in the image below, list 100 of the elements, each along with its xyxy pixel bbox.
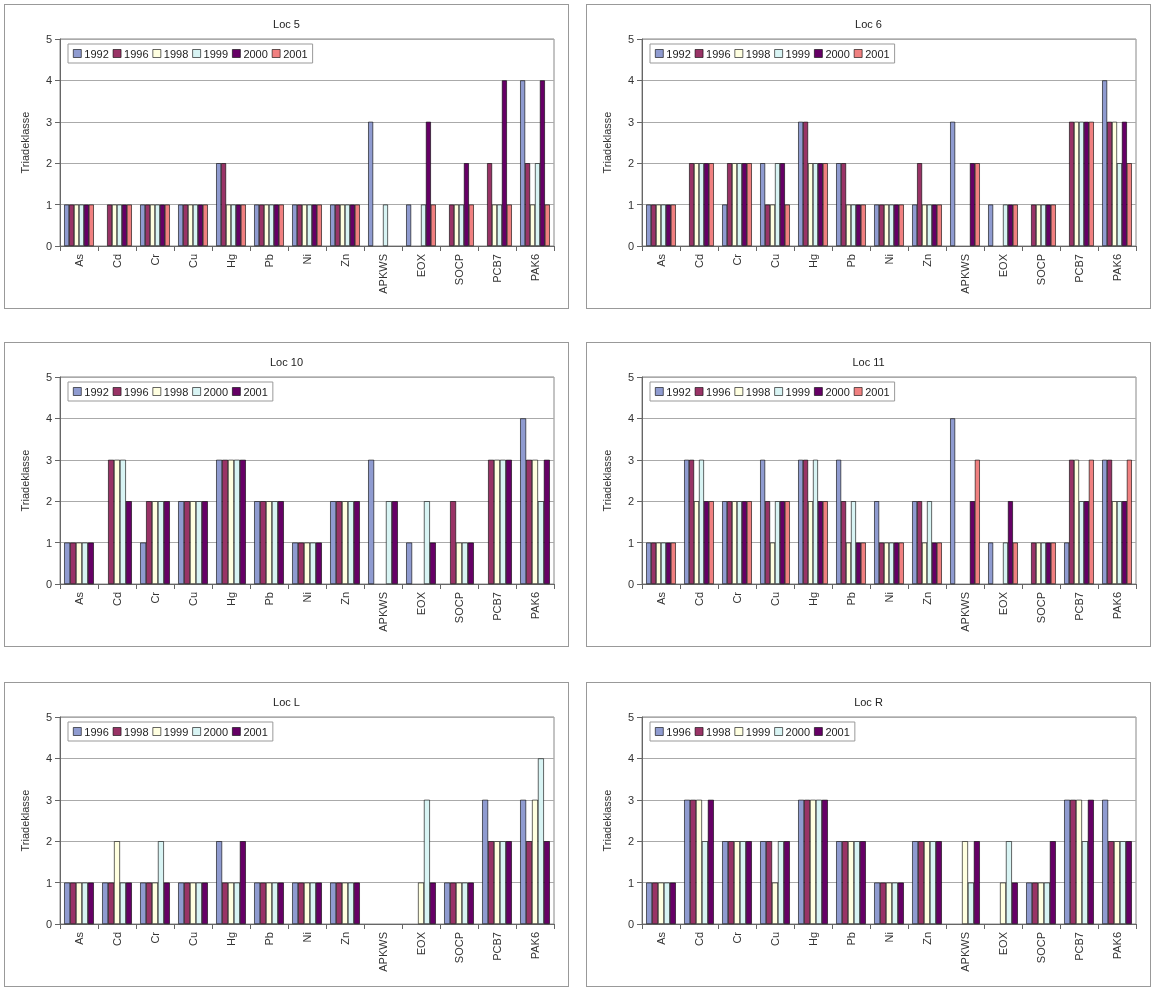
- bar: [1126, 459, 1132, 584]
- legend-label: 1996: [124, 385, 149, 398]
- bar: [746, 163, 752, 246]
- x-tick-label: PAK6: [529, 592, 541, 620]
- x-tick-label: APKWS: [959, 592, 971, 632]
- legend-label: 2001: [283, 47, 308, 60]
- bar: [860, 542, 866, 584]
- legend-label: 1999: [745, 725, 771, 738]
- y-tick-label: 1: [45, 198, 52, 211]
- y-tick-label: 4: [627, 752, 634, 765]
- bar: [798, 121, 804, 246]
- x-tick-label: SOCP: [453, 592, 465, 624]
- y-axis-title: Triadeklasse: [600, 449, 613, 512]
- bar: [988, 204, 994, 246]
- x-tick-label: Zn: [339, 592, 351, 605]
- bar: [330, 204, 336, 246]
- legend-label: 1999: [163, 725, 189, 738]
- bar: [383, 204, 388, 246]
- y-tick-label: 4: [627, 74, 634, 87]
- y-tick-label: 2: [45, 835, 52, 848]
- legend-label: 2001: [243, 725, 268, 738]
- legend-label: 2000: [785, 725, 811, 738]
- x-tick-label: PCB7: [1073, 932, 1085, 961]
- y-tick-label: 0: [627, 918, 634, 930]
- x-tick-label: APKWS: [377, 592, 389, 632]
- x-tick-label: Zn: [339, 254, 351, 267]
- x-tick-label: Hg: [807, 932, 819, 947]
- bar: [974, 163, 980, 246]
- legend-label: 1999: [785, 47, 811, 60]
- bar: [406, 204, 412, 246]
- y-tick-label: 4: [627, 412, 634, 425]
- x-tick-label: Cd: [693, 932, 705, 947]
- x-tick-label: Pb: [845, 932, 857, 946]
- legend-label: 1996: [84, 725, 109, 738]
- x-tick-label: Cd: [693, 254, 705, 269]
- x-tick-label: EOX: [415, 253, 427, 278]
- x-tick-label: Ni: [883, 592, 895, 603]
- x-tick-label: EOX: [997, 253, 1009, 278]
- bar: [1031, 542, 1037, 584]
- legend-label: 2001: [243, 385, 268, 398]
- x-tick-label: PAK6: [1111, 254, 1123, 282]
- bar: [202, 204, 208, 246]
- y-tick-label: 3: [627, 793, 634, 806]
- x-tick-label: As: [655, 931, 667, 945]
- x-tick-label: Zn: [921, 592, 933, 605]
- bar: [1102, 459, 1108, 584]
- chart-title: Loc 5: [273, 17, 300, 30]
- bar: [107, 204, 113, 246]
- bar: [487, 163, 493, 246]
- bar: [216, 163, 222, 246]
- y-axis-title: Triadeklasse: [600, 789, 613, 852]
- legend-label: 1998: [706, 725, 731, 738]
- y-tick-label: 3: [45, 453, 52, 466]
- x-tick-label: SOCP: [1035, 932, 1047, 964]
- bar: [368, 459, 375, 584]
- y-tick-label: 5: [45, 33, 52, 45]
- x-tick-label: Cd: [693, 592, 705, 607]
- legend-label: 1999: [785, 385, 811, 398]
- x-tick-label: Ni: [883, 932, 895, 943]
- y-tick-label: 2: [627, 495, 634, 508]
- bar: [874, 501, 880, 584]
- x-tick-label: Cr: [149, 253, 161, 266]
- x-tick-label: Zn: [921, 254, 933, 267]
- x-tick-label: Ni: [301, 932, 313, 943]
- x-tick-label: SOCP: [1035, 254, 1047, 286]
- legend-label: 1998: [745, 47, 771, 60]
- bar: [836, 163, 842, 246]
- bar: [898, 204, 904, 246]
- bar: [1050, 204, 1056, 246]
- bar: [520, 80, 526, 246]
- x-tick-label: Zn: [339, 932, 351, 945]
- legend-label: 1999: [203, 47, 229, 60]
- bar: [126, 204, 132, 246]
- x-tick-label: APKWS: [959, 932, 971, 972]
- x-tick-label: Cd: [111, 932, 123, 947]
- bar: [974, 459, 980, 584]
- y-tick-label: 2: [45, 495, 52, 508]
- bar: [784, 501, 790, 584]
- x-tick-label: PCB7: [1073, 592, 1085, 621]
- legend-label: 1996: [706, 385, 731, 398]
- bar: [292, 204, 298, 246]
- bar: [449, 204, 455, 246]
- bar: [936, 542, 942, 584]
- bar: [88, 204, 94, 246]
- bar: [746, 501, 752, 584]
- x-tick-label: PAK6: [529, 932, 541, 960]
- y-tick-label: 0: [627, 578, 634, 590]
- bar: [1102, 80, 1108, 246]
- x-tick-label: Pb: [263, 932, 275, 946]
- y-tick-label: 1: [45, 536, 52, 549]
- bar: [1069, 121, 1075, 246]
- legend-label: 2000: [825, 385, 850, 398]
- y-tick-label: 0: [45, 918, 52, 930]
- y-tick-label: 0: [45, 240, 52, 252]
- legend-label: 1996: [706, 47, 731, 60]
- bar: [1050, 542, 1056, 584]
- bar: [254, 204, 260, 246]
- bar: [670, 542, 676, 584]
- y-tick-label: 4: [45, 74, 52, 87]
- legend-label: 2000: [825, 47, 850, 60]
